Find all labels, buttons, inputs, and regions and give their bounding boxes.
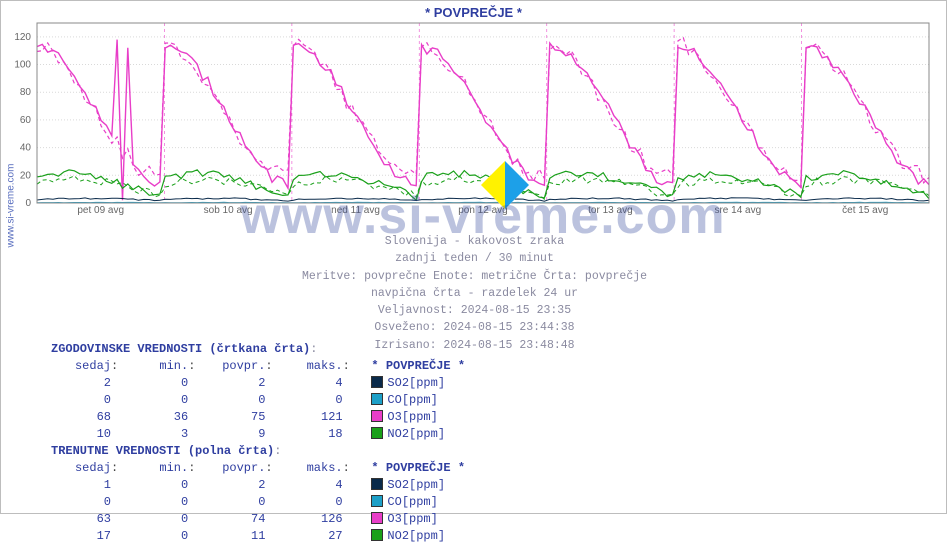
legend-label: O3[ppm] [387,410,437,424]
legend-swatch-icon [371,495,383,507]
legend-label: O3[ppm] [387,512,437,526]
legend-swatch-icon [371,529,383,541]
svg-text:120: 120 [14,32,31,43]
meta-line: navpična črta - razdelek 24 ur [1,285,947,302]
legend-swatch-icon [371,410,383,422]
cell-povpr: 2 [195,477,265,494]
cell-min: 0 [118,392,188,409]
meta-line: Slovenija - kakovost zraka [1,233,947,250]
cell-sedaj: 68 [51,409,111,426]
table-header: TRENUTNE VREDNOSTI (polna črta): [51,443,465,460]
x-tick-label: sre 14 avg [674,205,801,221]
col-head: povpr. [195,358,265,375]
cell-min: 0 [118,528,188,545]
legend-label: NO2[ppm] [387,427,445,441]
table-header: ZGODOVINSKE VREDNOSTI (črtkana črta): [51,341,465,358]
cell-sedaj: 17 [51,528,111,545]
col-head: min. [118,460,188,477]
svg-text:100: 100 [14,60,31,71]
legend-swatch-icon [371,393,383,405]
col-head: maks. [273,358,343,375]
x-tick-label: pon 12 avg [419,205,546,221]
chart-plot-area: 020406080100120 [37,23,929,203]
svg-text:0: 0 [25,198,31,209]
meta-line: Veljavnost: 2024-08-15 23:35 [1,302,947,319]
chart-metadata: Slovenija - kakovost zraka zadnji teden … [1,233,947,354]
cell-maks: 27 [273,528,343,545]
table-row: 0 0 0 0 CO[ppm] [51,494,465,511]
col-head: sedaj [51,358,111,375]
meta-line: Meritve: povprečne Enote: metrične Črta:… [1,268,947,285]
legend-label: NO2[ppm] [387,529,445,543]
cell-sedaj: 1 [51,477,111,494]
cell-povpr: 11 [195,528,265,545]
cell-sedaj: 0 [51,494,111,511]
cell-maks: 0 [273,392,343,409]
x-tick-label: čet 15 avg [802,205,929,221]
meta-line: Osveženo: 2024-08-15 23:44:38 [1,319,947,336]
legend-swatch-icon [371,478,383,490]
cell-maks: 4 [273,477,343,494]
x-tick-label: ned 11 avg [292,205,419,221]
x-tick-label: sob 10 avg [164,205,291,221]
chart-title: * POVPREČJE * [1,1,946,20]
cell-min: 3 [118,426,188,443]
cell-sedaj: 10 [51,426,111,443]
chart-svg: 020406080100120 [37,23,929,203]
legend-label: CO[ppm] [387,393,437,407]
cell-maks: 18 [273,426,343,443]
legend-label: SO2[ppm] [387,376,445,390]
meta-line: zadnji teden / 30 minut [1,250,947,267]
col-head: povpr. [195,460,265,477]
cell-povpr: 2 [195,375,265,392]
legend-title: * POVPREČJE * [371,461,465,475]
svg-text:40: 40 [20,143,32,154]
legend-swatch-icon [371,376,383,388]
cell-povpr: 75 [195,409,265,426]
table-row: 2 0 2 4 SO2[ppm] [51,375,465,392]
col-head: min. [118,358,188,375]
col-head: maks. [273,460,343,477]
x-axis: pet 09 avgsob 10 avgned 11 avgpon 12 avg… [37,205,929,221]
cell-povpr: 0 [195,494,265,511]
cell-maks: 0 [273,494,343,511]
x-tick-label: tor 13 avg [547,205,674,221]
cell-min: 36 [118,409,188,426]
table-col-header: sedaj:min.:povpr.:maks.: * POVPREČJE * [51,460,465,477]
cell-sedaj: 0 [51,392,111,409]
legend-title: * POVPREČJE * [371,359,465,373]
table-row: 1 0 2 4 SO2[ppm] [51,477,465,494]
cell-min: 0 [118,375,188,392]
legend-label: SO2[ppm] [387,478,445,492]
legend-label: CO[ppm] [387,495,437,509]
x-tick-label: pet 09 avg [37,205,164,221]
cell-povpr: 9 [195,426,265,443]
data-tables: ZGODOVINSKE VREDNOSTI (črtkana črta):sed… [51,341,465,545]
table-row: 0 0 0 0 CO[ppm] [51,392,465,409]
svg-text:60: 60 [20,115,32,126]
table-row: 17 0 11 27 NO2[ppm] [51,528,465,545]
cell-povpr: 0 [195,392,265,409]
col-head: sedaj [51,460,111,477]
cell-sedaj: 2 [51,375,111,392]
table-row: 68 36 75 121 O3[ppm] [51,409,465,426]
svg-text:20: 20 [20,170,32,181]
table-row: 10 3 9 18 NO2[ppm] [51,426,465,443]
cell-min: 0 [118,477,188,494]
cell-maks: 121 [273,409,343,426]
table-col-header: sedaj:min.:povpr.:maks.: * POVPREČJE * [51,358,465,375]
cell-maks: 4 [273,375,343,392]
svg-text:80: 80 [20,87,32,98]
legend-swatch-icon [371,427,383,439]
cell-min: 0 [118,494,188,511]
chart-container: * POVPREČJE * www.si-vreme.com 020406080… [0,0,947,514]
